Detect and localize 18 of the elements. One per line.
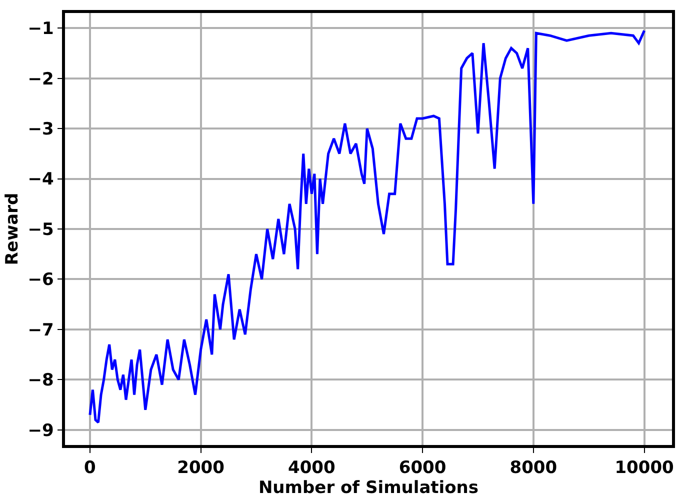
x-axis-title: Number of Simulations — [258, 478, 479, 498]
x-tick-label: 2000 — [177, 458, 225, 478]
y-tick-label: −6 — [28, 270, 54, 290]
y-tick-label: −8 — [28, 370, 54, 391]
y-tick-label: −2 — [28, 69, 54, 90]
y-tick-label: −1 — [28, 19, 54, 40]
y-tick-label: −4 — [28, 170, 54, 190]
x-tick-label: 0 — [84, 458, 96, 478]
x-tick-label: 4000 — [288, 458, 336, 478]
x-tick-label: 8000 — [510, 458, 558, 478]
y-axis-title: Reward — [2, 192, 22, 266]
x-tick-label: 10000 — [614, 458, 674, 478]
y-tick-label: −7 — [28, 320, 54, 340]
line-series — [88, 29, 646, 424]
y-tick-label: −5 — [28, 220, 54, 240]
y-tick-label: −3 — [28, 119, 54, 140]
x-tick-label: 6000 — [398, 458, 446, 478]
y-tick-label: −9 — [28, 420, 54, 441]
